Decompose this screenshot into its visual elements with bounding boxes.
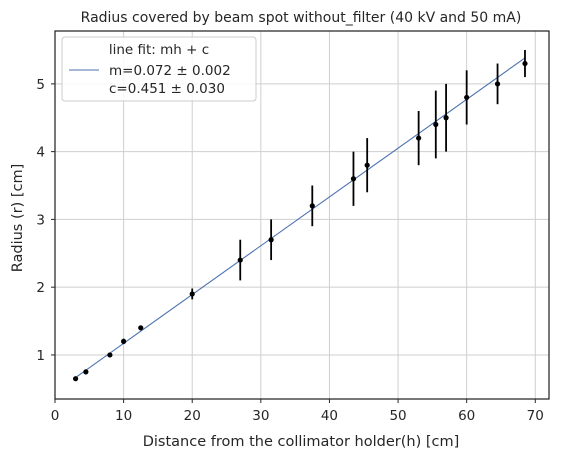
data-point (522, 61, 527, 66)
axis-ticks: 0 10 20 30 40 50 60 70 1 2 3 4 5 (36, 77, 543, 424)
x-tick-label: 0 (51, 408, 60, 424)
y-tick-label: 4 (36, 145, 45, 161)
legend-line2: c=0.451 ± 0.030 (109, 81, 225, 97)
fit-line (76, 58, 525, 378)
y-tick-label: 2 (36, 280, 45, 296)
data-point (433, 122, 438, 127)
x-tick-label: 20 (184, 408, 201, 424)
x-tick-label: 30 (252, 408, 269, 424)
x-tick-label: 60 (458, 408, 475, 424)
data-point (238, 257, 243, 262)
legend-line1: m=0.072 ± 0.002 (109, 63, 231, 79)
x-tick-label: 40 (321, 408, 338, 424)
x-tick-label: 10 (115, 408, 132, 424)
data-point (310, 203, 315, 208)
y-tick-label: 5 (36, 77, 45, 93)
data-point (121, 339, 126, 344)
data-point (351, 176, 356, 181)
legend-title: line fit: mh + c (109, 42, 209, 58)
data-point (107, 352, 112, 357)
data-point (495, 81, 500, 86)
y-tick-label: 1 (36, 348, 45, 364)
fit-line-group (76, 58, 525, 378)
data-point (83, 369, 88, 374)
legend: line fit: mh + c m=0.072 ± 0.002 c=0.451… (62, 37, 256, 101)
y-tick-label: 3 (36, 212, 45, 228)
y-axis-label: Radius (r) [cm] (10, 164, 26, 273)
data-point (269, 237, 274, 242)
data-point (190, 291, 195, 296)
x-tick-label: 70 (527, 408, 544, 424)
data-point (73, 376, 78, 381)
data-point (464, 95, 469, 100)
data-point (443, 115, 448, 120)
x-tick-label: 50 (389, 408, 406, 424)
data-point (416, 135, 421, 140)
data-point (138, 325, 143, 330)
data-point (365, 163, 370, 168)
x-axis-label: Distance from the collimator holder(h) [… (143, 434, 460, 450)
chart-title: Radius covered by beam spot without_filt… (81, 10, 522, 26)
